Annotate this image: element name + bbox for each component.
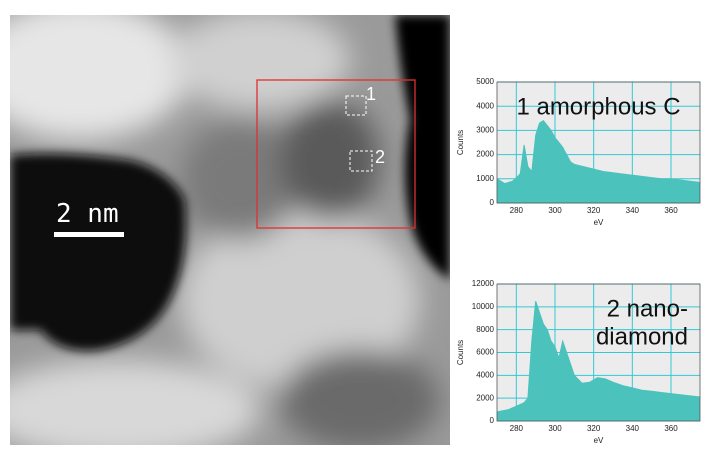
y-tick-label: 4000 [476,101,494,110]
y-axis-label: Counts [456,130,465,155]
y-axis-label: Counts [456,340,465,365]
y-tick-label: 0 [490,416,495,425]
x-tick-label: 320 [587,206,601,215]
x-tick-label: 280 [510,206,524,215]
y-tick-label: 0 [490,198,495,207]
x-tick-label: 300 [548,206,562,215]
y-tick-label: 3000 [476,126,494,135]
chart-annotation: 1 amorphous C [516,93,680,120]
y-tick-label: 10000 [472,302,495,311]
y-tick-label: 8000 [476,325,494,334]
figure: 2 nm 1 2 0100020003000400050002803003203… [0,0,701,454]
region-label: 1 [366,84,376,104]
chart-annotation: diamond [596,323,688,350]
scale-label: 2 nm [56,199,119,229]
x-tick-label: 320 [587,424,601,433]
x-axis-label: eV [594,436,604,445]
y-tick-label: 5000 [476,77,494,86]
y-tick-label: 6000 [476,348,494,357]
x-tick-label: 360 [664,206,678,215]
chart-annotation: 2 nano- [607,295,688,322]
x-tick-label: 340 [626,206,640,215]
y-tick-label: 2000 [476,150,494,159]
y-tick-label: 1000 [476,174,494,183]
x-tick-label: 280 [510,424,524,433]
y-tick-label: 12000 [472,279,495,288]
x-axis-label: eV [594,218,604,227]
scale-bar [54,232,124,237]
region-label: 2 [375,147,385,167]
x-tick-label: 300 [548,424,562,433]
page: 2 nm 1 2 0100020003000400050002803003203… [0,0,701,454]
x-tick-label: 360 [664,424,678,433]
y-tick-label: 4000 [476,370,494,379]
y-tick-label: 2000 [476,393,494,402]
x-tick-label: 340 [626,424,640,433]
